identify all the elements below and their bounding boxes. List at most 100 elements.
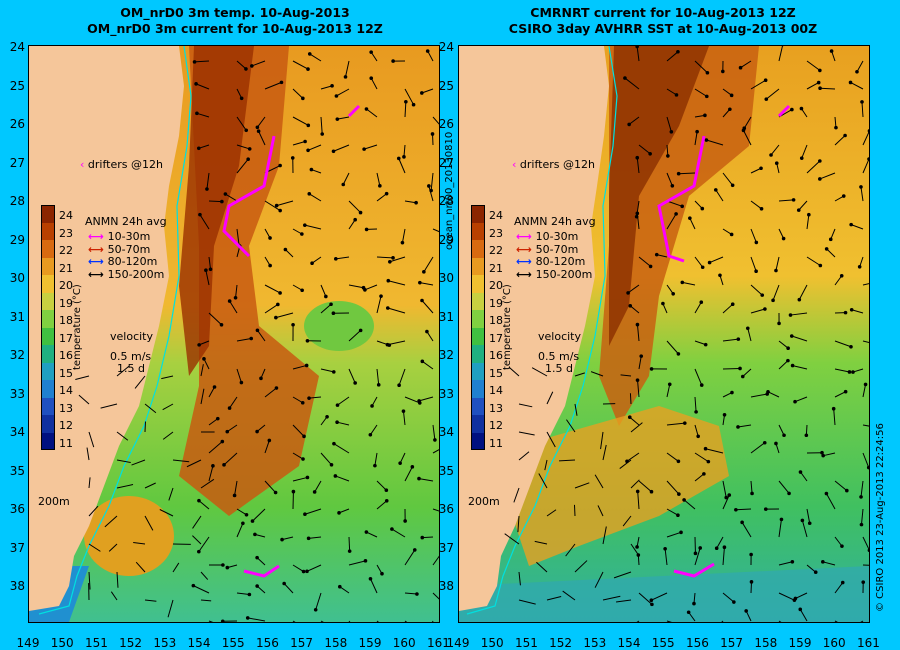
current-arrow bbox=[426, 331, 434, 342]
current-arrow bbox=[651, 592, 668, 601]
current-arrowhead bbox=[241, 521, 245, 526]
current-arrow bbox=[794, 396, 808, 403]
colorbar-tick: 19 bbox=[59, 296, 73, 310]
current-arrow bbox=[862, 384, 867, 398]
colorbar-tick: 22 bbox=[59, 244, 73, 257]
current-arrow bbox=[88, 477, 91, 489]
colorbar-tick: 18 bbox=[489, 314, 503, 327]
current-arrowhead bbox=[301, 457, 305, 461]
current-arrowhead bbox=[789, 334, 794, 338]
current-arrowhead bbox=[255, 125, 260, 130]
current-arrow bbox=[862, 452, 869, 468]
current-arrow bbox=[538, 473, 548, 489]
current-arrowhead bbox=[244, 512, 249, 517]
x-tick: 161 bbox=[856, 636, 880, 650]
current-arrow bbox=[722, 480, 727, 498]
current-arrow bbox=[531, 367, 548, 377]
current-arrowhead bbox=[332, 441, 336, 446]
current-arrow bbox=[834, 536, 843, 547]
current-arrow bbox=[833, 408, 836, 426]
left-title-line1: OM_nrD0 3m temp. 10-Aug-2013 bbox=[120, 5, 350, 20]
current-arrow bbox=[404, 466, 413, 482]
current-arrowhead bbox=[305, 569, 309, 574]
current-arrow bbox=[226, 424, 238, 433]
current-arrowhead bbox=[820, 450, 824, 455]
current-arrowhead bbox=[239, 96, 244, 101]
current-arrow bbox=[292, 364, 307, 370]
current-arrowhead bbox=[840, 544, 844, 548]
current-arrowhead bbox=[384, 191, 389, 196]
current-arrow bbox=[534, 540, 548, 545]
current-arrowhead bbox=[303, 512, 307, 517]
current-arrow bbox=[236, 144, 250, 150]
drifter-track-south bbox=[673, 562, 715, 578]
current-arrowhead bbox=[741, 128, 746, 133]
current-arrowhead bbox=[335, 420, 339, 424]
current-arrowhead bbox=[692, 601, 696, 606]
current-arrow bbox=[791, 335, 808, 342]
colorbar-tick: 16 bbox=[489, 349, 503, 362]
current-arrow bbox=[619, 459, 632, 469]
current-arrow bbox=[418, 478, 434, 482]
y-tick: 36 bbox=[9, 502, 25, 516]
current-arrow bbox=[387, 340, 406, 346]
current-arrow bbox=[594, 571, 604, 588]
current-arrow bbox=[745, 610, 752, 622]
current-arrow bbox=[574, 482, 590, 489]
current-arrow bbox=[666, 340, 679, 355]
current-arrow bbox=[75, 375, 90, 380]
current-arrowhead bbox=[779, 517, 784, 522]
current-arrow bbox=[366, 108, 378, 118]
left-map-panel[interactable] bbox=[28, 45, 440, 623]
y-tick: 24 bbox=[438, 40, 454, 54]
current-arrow bbox=[320, 452, 332, 466]
current-arrowhead bbox=[703, 113, 707, 118]
colorbar-swatch bbox=[471, 345, 485, 363]
depth-legend-item: ⟷ 80-120m bbox=[516, 255, 585, 268]
current-arrowhead bbox=[418, 280, 422, 285]
current-arrowhead bbox=[417, 399, 421, 403]
current-arrow bbox=[336, 421, 350, 426]
current-arrow bbox=[251, 60, 266, 67]
current-arrowhead bbox=[278, 163, 282, 168]
depth-legend-item: ⟷ 50-70m bbox=[88, 243, 150, 256]
colorbar-swatch bbox=[41, 222, 55, 240]
current-arrowhead bbox=[306, 536, 311, 541]
current-arrow bbox=[320, 620, 324, 622]
y-tick: 37 bbox=[9, 540, 25, 555]
current-arrow bbox=[194, 60, 210, 63]
current-arrow bbox=[88, 571, 91, 590]
current-arrowhead bbox=[363, 288, 367, 292]
x-tick: 153 bbox=[153, 636, 177, 650]
current-arrow bbox=[638, 356, 642, 370]
current-arrow bbox=[517, 515, 520, 533]
current-arrowhead bbox=[279, 80, 284, 85]
depth-arrow-icon: ⟷ bbox=[88, 267, 108, 281]
current-arrow bbox=[638, 592, 653, 605]
current-arrow bbox=[292, 452, 304, 460]
current-arrowhead bbox=[334, 257, 338, 261]
current-arrow bbox=[694, 340, 706, 346]
drifter-label: drifters @12h bbox=[87, 158, 163, 171]
current-arrow bbox=[159, 509, 174, 517]
current-arrowhead bbox=[331, 370, 336, 374]
current-arrowhead bbox=[282, 581, 286, 586]
x-tick: 159 bbox=[358, 636, 382, 650]
colorbar-swatch bbox=[41, 240, 55, 258]
warm-eddy bbox=[84, 496, 174, 576]
current-arrow bbox=[630, 422, 643, 433]
current-arrow bbox=[208, 620, 214, 622]
current-arrowhead bbox=[290, 156, 295, 160]
current-arrowhead bbox=[714, 546, 719, 551]
current-arrow bbox=[258, 131, 266, 146]
current-arrowhead bbox=[734, 507, 738, 512]
right-map-panel[interactable] bbox=[458, 45, 870, 623]
current-arrow bbox=[88, 431, 95, 448]
current-arrow bbox=[602, 444, 607, 461]
current-arrowhead bbox=[777, 321, 781, 326]
current-arrowhead bbox=[301, 569, 306, 574]
current-arrowhead bbox=[215, 416, 220, 421]
current-arrowhead bbox=[722, 545, 727, 550]
right-map-svg bbox=[459, 46, 869, 622]
current-arrowhead bbox=[220, 619, 225, 622]
